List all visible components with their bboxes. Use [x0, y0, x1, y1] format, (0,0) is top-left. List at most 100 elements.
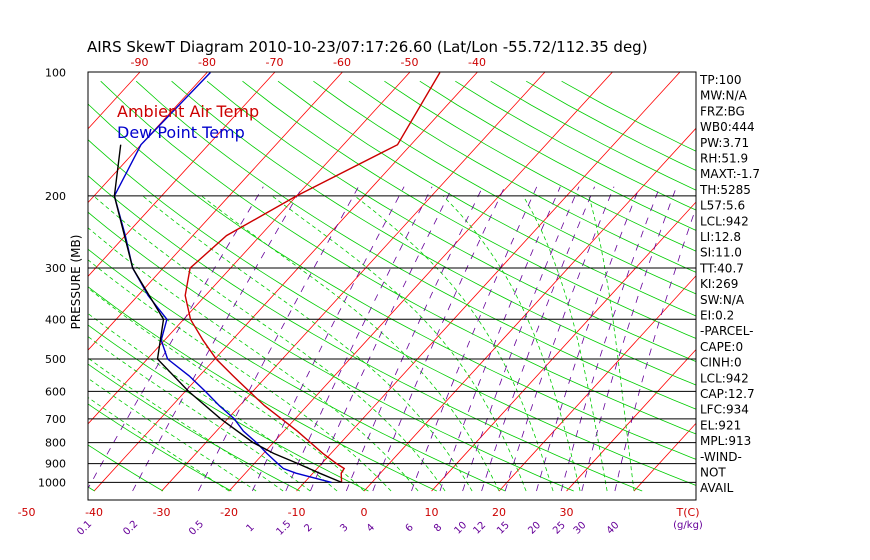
dry-adiabat-line	[0, 81, 26, 491]
top-temp-tick-label: -40	[468, 56, 486, 69]
pressure-tick-label: 600	[45, 385, 66, 398]
mixing-ratio-tick-label: 12	[471, 520, 488, 537]
dry-adiabat-line	[277, 80, 696, 317]
mixing-ratio-tick-label: 2	[302, 522, 314, 534]
mixing-ratio-tick-label: 8	[432, 522, 444, 534]
index-label: CAP:12.7	[700, 387, 755, 401]
mixing-ratio-tick-label: 30	[572, 520, 589, 537]
mixing-ratio-line	[614, 206, 696, 492]
moist-adiabat-line	[588, 195, 635, 492]
mixing-ratio-line	[345, 186, 484, 492]
moist-adiabat-line	[522, 195, 608, 492]
bottom-temp-axis: -50 -40 -30 -20 -10 0 10 20 30 T(C)	[18, 506, 700, 519]
moist-adiabat-line	[271, 195, 527, 492]
mixing-ratio-tick-label: 0.5	[187, 519, 206, 538]
index-label: RH:51.9	[700, 152, 748, 166]
mixing-ratio-unit: (g/kg)	[673, 520, 703, 531]
pressure-tick-label: 1000	[38, 476, 66, 489]
mixing-ratio-line	[252, 186, 405, 492]
mixing-ratio-tick-label: 3	[338, 522, 350, 534]
moist-adiabat-line	[88, 287, 365, 492]
index-label: LCL:942	[700, 214, 749, 228]
mixing-ratio-axis: 0.1 0.2 0.5 1 1.5 2 3 4 6 8 10 12 15 20 25 30 40 (g/kg)	[75, 519, 703, 538]
mixing-ratio-tick-label: 20	[526, 520, 543, 537]
index-label: SI:11.0	[700, 246, 742, 260]
index-label: MW:N/A	[700, 89, 748, 103]
top-temp-tick-label: -80	[198, 56, 216, 69]
dry-adiabat-line	[348, 80, 696, 273]
index-label: LCL:942	[700, 371, 749, 385]
isotherm-line	[498, 275, 696, 492]
mixing-ratio-line	[132, 186, 303, 492]
index-label: MPL:913	[700, 434, 751, 448]
dry-adiabat-line	[88, 324, 369, 492]
mixing-ratio-line	[310, 186, 454, 492]
dry-adiabat-line	[526, 80, 696, 171]
top-temp-tick-label: -90	[131, 56, 149, 69]
legend-temp: Ambient Air Temp	[117, 102, 259, 121]
pressure-tick-label: 200	[45, 190, 66, 203]
mixing-ratio-line	[411, 186, 538, 492]
mixing-ratio-line	[285, 186, 433, 492]
top-temp-tick-label: -50	[401, 56, 419, 69]
index-label: TP:100	[699, 73, 742, 87]
mixing-ratio-line	[536, 186, 640, 492]
bottom-temp-tick-label: -50	[18, 506, 36, 519]
index-label: NOT	[700, 466, 726, 480]
index-label: TH:5285	[699, 183, 751, 197]
bottom-temp-tick-label: -20	[220, 506, 238, 519]
sounding-profiles	[113, 72, 441, 484]
dry-adiabat-line	[455, 80, 696, 211]
chart-title: AIRS SkewT Diagram 2010-10-23/07:17:26.6…	[87, 38, 648, 56]
moist-adiabat-line	[88, 336, 311, 492]
index-label: SW:N/A	[700, 293, 745, 307]
dry-adiabat-line	[88, 403, 232, 492]
dry-adiabat-line	[88, 248, 506, 492]
dry-adiabat-line	[88, 444, 164, 492]
mixing-ratio-tick-label: 0.2	[121, 519, 140, 538]
mixing-ratio-tick-label: 4	[365, 522, 377, 534]
background-grid	[0, 63, 696, 492]
moist-adiabat-line	[201, 195, 500, 492]
dry-adiabat-line	[88, 103, 696, 460]
top-temp-tick-label: -70	[266, 56, 284, 69]
dry-adiabat-line	[88, 363, 301, 492]
isotherm-line	[88, 72, 344, 351]
stability-indices: TP:100MW:N/AFRZ:BGWB0:444PW:3.71RH:51.9M…	[699, 73, 760, 495]
index-label: CAPE:0	[700, 340, 743, 354]
moist-adiabat-line	[142, 195, 473, 492]
temperature-profile	[184, 72, 441, 483]
index-label: WB0:444	[700, 120, 755, 134]
mixing-ratio-line	[581, 186, 677, 492]
index-label: LFC:934	[700, 403, 749, 417]
isotherm-line	[93, 72, 479, 492]
isotherm-line	[296, 72, 681, 492]
pressure-tick-label: 100	[45, 67, 66, 80]
pressure-tick-label: 700	[45, 413, 66, 426]
mixing-ratio-tick-label: 25	[551, 520, 568, 537]
index-label: FRZ:BG	[700, 104, 745, 118]
bottom-temp-tick-label: -10	[288, 506, 306, 519]
index-label: MAXT:-1.7	[700, 167, 760, 181]
mixing-ratio-tick-label: 0.1	[75, 519, 94, 538]
mixing-ratio-tick-label: 1.5	[275, 519, 294, 538]
isotherm-line	[161, 72, 546, 492]
mixing-ratio-tick-label: 40	[605, 520, 622, 537]
mixing-ratio-line	[504, 186, 615, 492]
bottom-temp-tick-label: 0	[361, 506, 368, 519]
dry-adiabat-line	[88, 175, 643, 492]
y-axis-label: PRESSURE (MB)	[69, 235, 83, 330]
moist-adiabat-line	[442, 195, 581, 492]
bottom-temp-unit: T(C)	[676, 506, 700, 519]
dry-adiabat-line	[135, 80, 696, 410]
pressure-axis-labels: 100 200 300 400 500 600 700 800 900 1000	[38, 67, 66, 490]
top-temp-axis: -90 -80 -70 -60 -50 -40	[131, 56, 486, 69]
mixing-ratio-line	[481, 186, 595, 492]
isotherm-line	[0, 63, 13, 491]
parcel-path	[113, 144, 342, 484]
dry-adiabat-line	[88, 286, 437, 492]
dry-adiabat-line	[384, 80, 696, 252]
moist-adiabat-line	[88, 357, 284, 492]
pressure-tick-label: 500	[45, 353, 66, 366]
